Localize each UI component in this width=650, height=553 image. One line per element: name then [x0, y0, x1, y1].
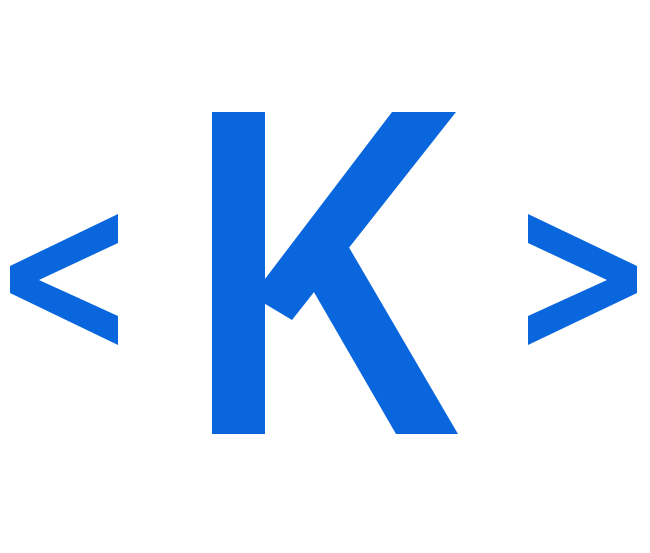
letter-k-stem: [212, 112, 265, 434]
letter-k-lower-leg: [300, 232, 458, 434]
left-angle-bracket-icon: [10, 214, 118, 345]
right-angle-bracket-icon: [528, 214, 637, 345]
letter-k-icon: [212, 112, 458, 434]
